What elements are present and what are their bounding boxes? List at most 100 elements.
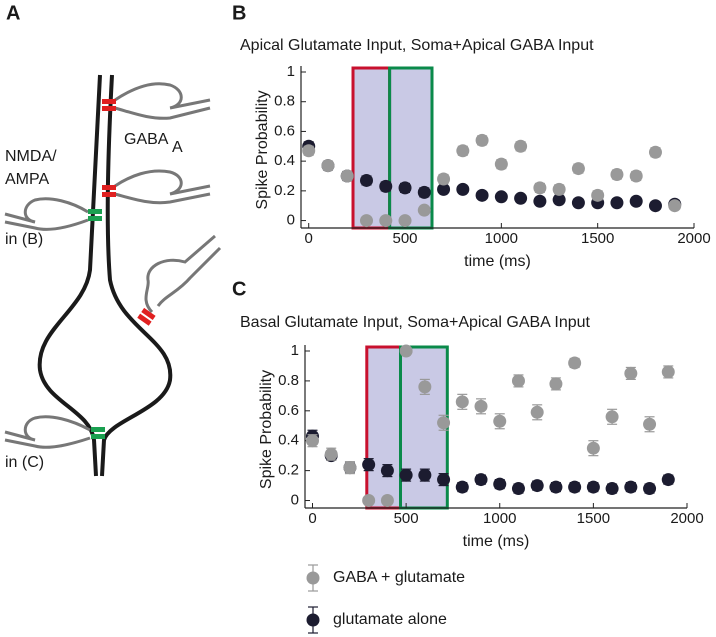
- x-tick-label: 1500: [581, 230, 614, 247]
- data-point: [379, 214, 393, 228]
- data-point: [549, 480, 563, 494]
- x-tick-label: 0: [308, 510, 316, 527]
- data-point: [643, 417, 657, 431]
- diagram-label: GABA: [124, 131, 169, 148]
- y-tick-label: 0.4: [278, 432, 299, 449]
- data-point: [494, 157, 508, 171]
- data-point: [568, 480, 582, 494]
- legend-marker: [306, 613, 320, 627]
- data-point: [571, 162, 585, 176]
- highlight-region: [351, 66, 392, 230]
- x-axis-label: time (ms): [464, 253, 531, 270]
- diagram-label: in (C): [5, 454, 44, 471]
- data-point: [605, 482, 619, 496]
- panel-label: C: [232, 278, 246, 300]
- data-point: [549, 377, 563, 391]
- data-point: [514, 191, 528, 205]
- data-point: [456, 144, 470, 158]
- data-point: [437, 182, 451, 196]
- data-point: [362, 494, 376, 508]
- data-point: [533, 181, 547, 195]
- chart: C Basal Glutamate Input, Soma+Apical GABA…: [232, 278, 704, 550]
- data-point: [568, 356, 582, 370]
- data-point: [533, 194, 547, 208]
- y-tick-label: 0.6: [278, 402, 299, 419]
- data-point: [668, 199, 682, 213]
- data-point: [455, 480, 469, 494]
- y-tick-label: 1: [287, 63, 295, 80]
- terminals: [4, 82, 222, 449]
- dendrite: [100, 74, 173, 477]
- data-point: [643, 482, 657, 496]
- data-point: [302, 144, 316, 158]
- data-point: [475, 133, 489, 147]
- data-point: [343, 461, 357, 475]
- data-point: [474, 473, 488, 487]
- data-point: [624, 480, 638, 494]
- highlight-region: [388, 66, 434, 230]
- x-tick-label: 2000: [677, 230, 710, 247]
- data-point: [475, 188, 489, 202]
- data-point: [417, 185, 431, 199]
- data-point: [324, 447, 338, 461]
- data-point: [417, 203, 431, 217]
- data-point: [552, 182, 566, 196]
- data-point: [530, 479, 544, 493]
- x-tick-label: 2000: [670, 510, 703, 527]
- data-point: [552, 193, 566, 207]
- x-tick-label: 1000: [485, 230, 518, 247]
- data-point: [591, 188, 605, 202]
- y-tick-label: 0.8: [278, 372, 299, 389]
- x-tick-label: 500: [393, 230, 418, 247]
- y-tick-label: 0.6: [274, 122, 295, 139]
- legend: GABA + glutamate glutamate alone: [306, 564, 465, 634]
- data-point: [360, 173, 373, 187]
- x-tick-label: 0: [305, 230, 313, 247]
- x-tick-label: 1500: [577, 510, 610, 527]
- data-point: [455, 395, 469, 409]
- y-tick-label: 0.2: [278, 462, 299, 479]
- data-point: [380, 464, 394, 478]
- data-point: [571, 196, 585, 210]
- y-axis-label: Spike Probability: [258, 370, 275, 489]
- panel-label: B: [232, 2, 246, 24]
- data-point: [586, 480, 600, 494]
- diagram: A NMDA/ AMPA GABA A in (B) in (C): [4, 2, 222, 477]
- data-point: [437, 416, 451, 430]
- y-tick-label: 0.2: [274, 182, 295, 199]
- data-point: [629, 169, 643, 183]
- data-point: [437, 172, 451, 186]
- chart: B Apical Glutamate Input, Soma+Apical GAB…: [232, 2, 711, 270]
- data-point: [661, 365, 675, 379]
- data-point: [610, 168, 624, 182]
- y-tick-label: 0: [291, 491, 299, 508]
- data-point: [380, 494, 394, 508]
- y-tick-label: 0.4: [274, 152, 295, 169]
- data-point: [494, 190, 508, 204]
- chart-title: Basal Glutamate Input, Soma+Apical GABA …: [240, 314, 591, 331]
- data-point: [610, 196, 624, 210]
- data-point: [398, 214, 412, 228]
- data-point: [340, 169, 354, 183]
- data-point: [321, 159, 335, 173]
- synapses: [88, 99, 156, 439]
- data-point: [362, 458, 376, 472]
- data-point: [511, 374, 525, 388]
- data-point: [530, 405, 544, 419]
- data-point: [648, 199, 662, 213]
- chart-title: Apical Glutamate Input, Soma+Apical GABA…: [240, 37, 594, 54]
- data-point: [360, 214, 373, 228]
- data-point: [493, 477, 507, 491]
- diagram-label: AMPA: [5, 171, 49, 188]
- data-point: [629, 194, 643, 208]
- data-point: [399, 344, 413, 358]
- data-point: [511, 482, 525, 496]
- x-tick-label: 500: [394, 510, 419, 527]
- data-point: [399, 468, 413, 482]
- dendrite: [37, 74, 102, 477]
- data-point: [398, 181, 412, 195]
- y-tick-label: 0: [287, 212, 295, 229]
- data-point: [437, 473, 451, 487]
- legend-label: GABA + glutamate: [333, 569, 465, 586]
